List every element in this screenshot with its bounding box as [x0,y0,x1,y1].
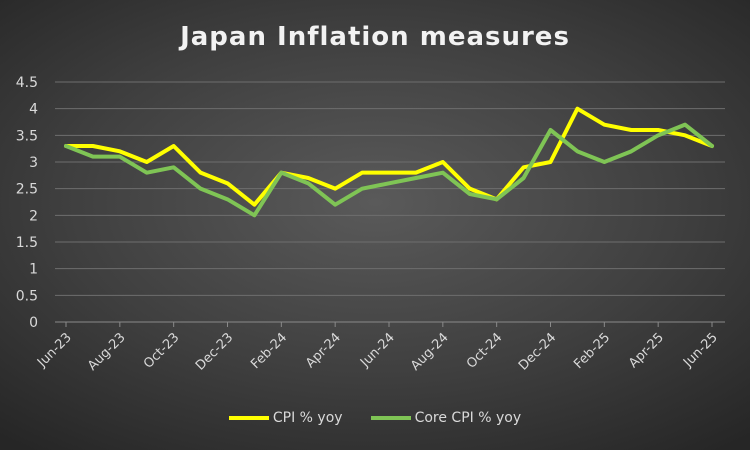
data-point-cpi [199,171,203,175]
legend-swatch-cpi [228,416,269,420]
data-point-core-cpi [306,181,310,185]
x-tick-label: Aug-24 [408,330,452,374]
data-point-core-cpi [495,197,499,201]
data-point-cpi [387,171,391,175]
data-point-core-cpi [172,165,176,169]
data-point-core-cpi [414,176,418,180]
y-tick-label: 1 [29,262,38,278]
x-tick-label: Dec-24 [516,330,559,373]
data-point-cpi [145,160,149,164]
data-point-cpi [360,171,364,175]
data-point-core-cpi [441,171,445,175]
data-point-cpi [172,144,176,148]
data-point-core-cpi [279,171,283,175]
data-point-cpi [252,203,256,207]
x-tick-label: Apr-24 [303,330,344,371]
data-point-core-cpi [656,133,660,137]
data-point-cpi [522,165,526,169]
data-point-core-cpi [575,149,579,153]
data-point-core-cpi [145,171,149,175]
legend-swatch-core-cpi [370,416,411,420]
data-point-cpi [306,176,310,180]
data-point-cpi [656,128,660,132]
data-point-core-cpi [468,192,472,196]
legend: CPI % yoy Core CPI % yoy [0,410,750,426]
y-tick-label: 0.5 [16,288,38,304]
data-point-cpi [602,123,606,127]
data-point-core-cpi [360,187,364,191]
x-tick-label: Feb-25 [571,330,613,372]
data-point-cpi [575,107,579,111]
y-tick-label: 4.5 [16,75,38,91]
data-point-core-cpi [629,149,633,153]
y-tick-label: 2.5 [16,182,38,198]
data-point-core-cpi [602,160,606,164]
data-point-cpi [118,149,122,153]
legend-item-cpi: CPI % yoy [228,410,343,426]
x-tick-label: Jun-23 [34,330,75,371]
data-point-cpi [414,171,418,175]
series-line-core-cpi [64,122,714,218]
data-point-cpi [629,128,633,132]
data-point-core-cpi [522,176,526,180]
data-point-cpi [441,160,445,164]
series-line-cpi [64,106,714,207]
data-point-core-cpi [118,155,122,159]
data-point-core-cpi [710,144,714,148]
data-point-core-cpi [683,123,687,127]
legend-item-core-cpi: Core CPI % yoy [370,410,522,426]
x-tick-label: Apr-25 [626,330,667,371]
gridlines [55,81,725,323]
data-point-cpi [468,187,472,191]
series-lines [64,106,714,218]
legend-label-cpi: CPI % yoy [272,410,343,426]
data-point-core-cpi [64,144,68,148]
x-tick-label: Jun-25 [680,330,721,371]
y-tick-label: 3.5 [16,128,38,144]
y-axis-ticks: 0 0.5 1 1.5 2 2.5 3 3.5 4 4.5 [16,75,38,331]
x-tick-label: Oct-23 [141,330,183,372]
x-axis-ticks: Jun-23 Aug-23 Oct-23 Dec-23 Feb-24 Apr-24 Jun-… [34,322,721,374]
y-tick-label: 4 [29,102,38,118]
data-point-cpi [91,144,95,148]
y-tick-label: 0 [29,315,38,331]
x-tick-label: Aug-23 [85,330,129,374]
y-tick-label: 1.5 [16,235,38,251]
data-point-core-cpi [226,197,230,201]
data-point-core-cpi [252,213,256,217]
x-tick-label: Dec-23 [193,330,236,373]
data-point-core-cpi [387,181,391,185]
data-point-cpi [226,181,230,185]
y-tick-label: 2 [29,208,38,224]
data-point-core-cpi [91,155,95,159]
data-point-core-cpi [549,128,553,132]
data-point-core-cpi [333,203,337,207]
data-point-cpi [683,133,687,137]
y-tick-label: 3 [29,155,38,171]
x-tick-label: Jun-24 [357,330,398,371]
x-tick-label: Oct-24 [464,330,506,372]
data-point-cpi [333,187,337,191]
chart-title: Japan Inflation measures [180,22,570,52]
data-point-cpi [549,160,553,164]
x-tick-label: Feb-24 [248,330,290,372]
data-point-core-cpi [199,187,203,191]
legend-label-core-cpi: Core CPI % yoy [414,410,522,426]
